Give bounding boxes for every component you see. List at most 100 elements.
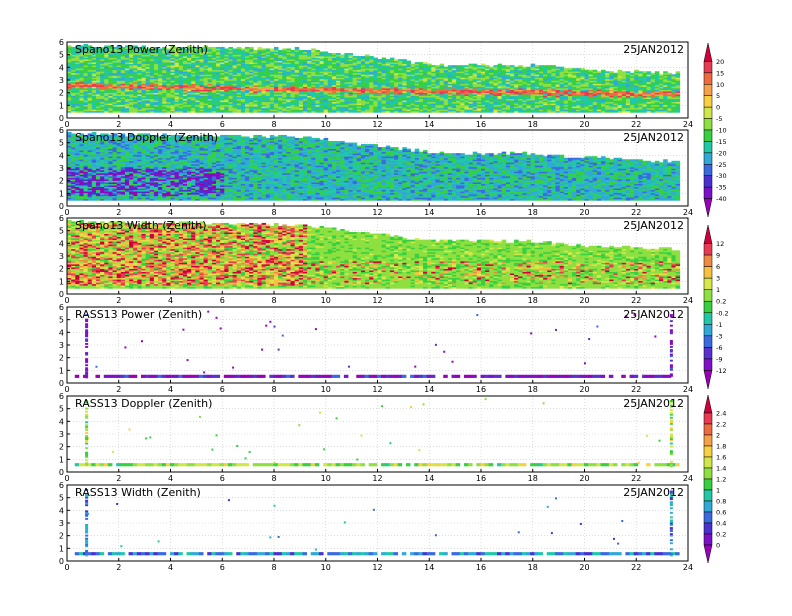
heatmap-cell <box>556 67 561 69</box>
heatmap-cell <box>320 52 325 54</box>
heatmap-cell <box>332 53 337 55</box>
heatmap-cell <box>373 58 378 60</box>
heatmap-cell <box>502 65 507 67</box>
heatmap-cell <box>349 53 354 55</box>
heatmap-cell <box>493 65 498 67</box>
heatmap-cell <box>402 59 407 61</box>
heatmap-cell <box>618 70 623 72</box>
heatmap-cell <box>564 68 569 70</box>
heatmap-cell <box>597 71 602 73</box>
heatmap-cell <box>216 47 221 49</box>
heatmap-cell <box>444 67 449 69</box>
heatmap-cell <box>295 47 300 49</box>
heatmap-cell <box>585 70 590 72</box>
heatmap-cell <box>551 65 556 67</box>
heatmap-cell <box>212 47 217 49</box>
heatmap-cell <box>394 59 399 61</box>
heatmap-cell <box>539 65 544 67</box>
heatmap-cell <box>473 64 478 66</box>
heatmap-cell <box>514 67 519 69</box>
heatmap-cell <box>406 61 411 63</box>
heatmap-cell <box>257 47 262 49</box>
heatmap-cell <box>357 56 362 58</box>
heatmap-cell <box>324 52 329 54</box>
heatmap-cell <box>415 62 420 64</box>
heatmap-cell <box>547 65 552 67</box>
heatmap-cell <box>291 50 296 52</box>
heatmap-cell <box>506 65 511 67</box>
heatmap-cell <box>601 70 606 72</box>
heatmap-cell <box>572 68 577 70</box>
heatmap-cell <box>386 59 391 61</box>
heatmap-cell <box>481 64 486 66</box>
heatmap-cell <box>398 59 403 61</box>
heatmap-cell <box>535 65 540 67</box>
heatmap-cell <box>311 48 316 50</box>
heatmap-cell <box>245 47 250 49</box>
heatmap-cell <box>378 59 383 61</box>
heatmap-cell <box>431 65 436 67</box>
heatmap-cell <box>286 48 291 50</box>
heatmap-cell <box>477 65 482 67</box>
heatmap-cell <box>249 47 254 49</box>
heatmap-cell <box>485 65 490 67</box>
heatmap-cell <box>456 65 461 67</box>
heatmap-cell <box>605 71 610 73</box>
heatmap-cell <box>233 48 238 50</box>
heatmap-cell <box>237 47 242 49</box>
heatmap-cell <box>224 48 229 50</box>
heatmap-cell <box>270 48 275 50</box>
heatmap-cell <box>336 53 341 55</box>
heatmap-cell <box>340 55 345 57</box>
heatmap-cell <box>274 47 279 49</box>
heatmap-cell <box>469 64 474 66</box>
heatmap-cell <box>353 56 358 58</box>
heatmap-cell <box>510 65 515 67</box>
heatmap-cell <box>208 47 213 49</box>
heatmap-cell <box>589 70 594 72</box>
heatmap-cell <box>382 58 387 60</box>
heatmap-cell <box>241 48 246 50</box>
heatmap-cell <box>613 73 618 75</box>
heatmap-cell <box>522 67 527 69</box>
heatmap-cell <box>440 64 445 66</box>
heatmap-cell <box>266 48 271 50</box>
heatmap-cell <box>448 65 453 67</box>
heatmap-cell <box>228 47 233 49</box>
heatmap-cell <box>282 48 287 50</box>
heatmap-cell <box>253 50 258 52</box>
heatmap-cell <box>307 50 312 52</box>
heatmap-cell <box>278 50 283 52</box>
heatmap-cell <box>315 50 320 52</box>
heatmap-cell <box>568 68 573 70</box>
heatmap-cell <box>344 53 349 55</box>
heatmap-cell <box>560 67 565 69</box>
heatmap-cell <box>361 56 366 58</box>
heatmap-cell <box>576 68 581 70</box>
heatmap-cell <box>452 65 457 67</box>
heatmap-cell <box>609 71 614 73</box>
heatmap-cell <box>464 65 469 67</box>
heatmap-cell <box>67 45 72 47</box>
heatmap-cell <box>390 58 395 60</box>
heatmap-cell <box>328 53 333 55</box>
heatmap-cell <box>369 56 374 58</box>
heatmap-cell <box>527 67 532 69</box>
heatmap-cell <box>419 62 424 64</box>
heatmap-cell <box>262 48 267 50</box>
heatmap-cell <box>303 50 308 52</box>
heatmap-cell <box>365 55 370 57</box>
heatmap-cell <box>423 62 428 64</box>
heatmap-cell <box>220 47 225 49</box>
heatmap-cell <box>543 65 548 67</box>
heatmap-cell <box>498 64 503 66</box>
heatmap-cell <box>411 64 416 66</box>
heatmap-cell <box>460 65 465 67</box>
heatmap-cell <box>580 68 585 70</box>
heatmap-cell <box>489 67 494 69</box>
heatmap-cell <box>427 64 432 66</box>
heatmap-cell <box>593 70 598 72</box>
heatmap-cell <box>435 65 440 67</box>
